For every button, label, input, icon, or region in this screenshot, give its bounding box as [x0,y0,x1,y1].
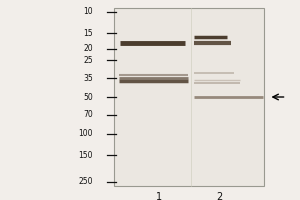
Text: 20: 20 [83,44,93,53]
Text: 1: 1 [156,192,162,200]
Text: 10: 10 [83,7,93,17]
Text: 50: 50 [83,92,93,102]
Text: 250: 250 [79,178,93,186]
Text: 2: 2 [216,192,222,200]
Text: 35: 35 [83,74,93,83]
Text: 100: 100 [79,129,93,138]
Text: 70: 70 [83,110,93,119]
Text: 25: 25 [83,56,93,65]
Text: 150: 150 [79,151,93,160]
Text: 15: 15 [83,29,93,38]
FancyBboxPatch shape [114,8,264,186]
